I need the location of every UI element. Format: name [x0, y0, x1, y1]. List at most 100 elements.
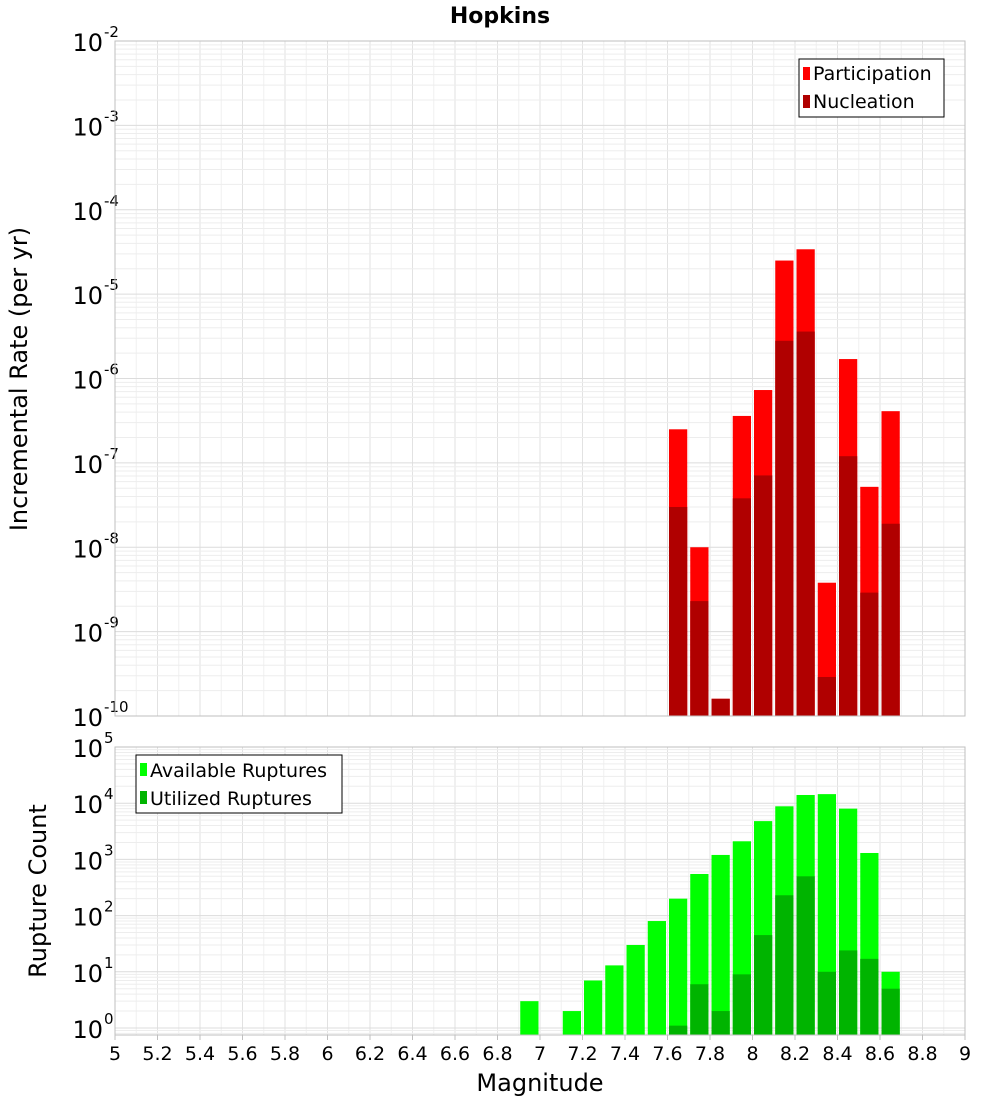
x-tick-label: 7.2	[567, 1043, 597, 1065]
available-legend-label: Available Ruptures	[150, 760, 327, 782]
y-tick-exponent: 5	[104, 729, 114, 747]
y-tick-exponent: -9	[104, 614, 119, 632]
utilized-ruptures-bar	[860, 958, 879, 1035]
x-tick-label: 5.6	[227, 1043, 257, 1065]
nucleation-bar	[732, 498, 751, 716]
y-tick-exponent: -2	[104, 23, 119, 41]
x-axis-label: Magnitude	[476, 1069, 603, 1097]
nucleation-bar	[690, 601, 709, 716]
utilized-ruptures-bar	[732, 974, 751, 1035]
nucleation-bar	[796, 331, 815, 716]
available-ruptures-bar	[520, 1001, 539, 1035]
y-tick-label: 10	[72, 620, 103, 648]
rate-panel: 10-210-310-410-510-610-710-810-910-10 Pa…	[5, 23, 966, 732]
x-tick-label: 8	[746, 1043, 758, 1065]
x-tick-label: 7.4	[610, 1043, 640, 1065]
utilized-legend-swatch	[140, 791, 147, 804]
count-legend-box	[135, 754, 343, 814]
x-tick-label: 9	[959, 1043, 971, 1065]
nucleation-bar	[754, 475, 773, 716]
available-ruptures-bar	[605, 965, 624, 1035]
rate-bars	[669, 249, 900, 716]
available-legend-swatch	[140, 763, 147, 776]
nucleation-bar	[817, 676, 836, 716]
y-tick-label: 10	[72, 704, 103, 732]
y-tick-label: 10	[72, 198, 103, 226]
y-tick-exponent: -10	[104, 698, 129, 716]
y-tick-label: 10	[72, 451, 103, 479]
y-tick-exponent: 1	[104, 954, 114, 972]
available-ruptures-bar	[584, 980, 603, 1035]
nucleation-bar	[669, 506, 688, 716]
rate-legend-box	[798, 58, 945, 118]
utilized-ruptures-bar	[817, 971, 836, 1035]
available-ruptures-bar	[647, 921, 666, 1035]
y-tick-exponent: -3	[104, 107, 119, 125]
x-tick-label: 5.4	[185, 1043, 215, 1065]
utilized-ruptures-bar	[711, 1011, 730, 1035]
nucleation-bar	[839, 456, 858, 716]
magnitude-x-ticks: 5 5.2 5.4 5.6 5.8 6 6.2 6.4 6.6 6.8 7 7.2 7.4 7.6 7.8 8…	[109, 1035, 971, 1065]
rate-plot-frame	[114, 40, 966, 717]
x-tick-label: 6.2	[355, 1043, 385, 1065]
x-tick-label: 6	[321, 1043, 333, 1065]
available-ruptures-bar	[626, 944, 645, 1035]
x-tick-label: 6.4	[397, 1043, 427, 1065]
nucleation-bar	[860, 592, 879, 716]
utilized-ruptures-bar	[796, 876, 815, 1035]
rate-grid	[114, 40, 966, 717]
x-tick-label: 6.6	[440, 1043, 470, 1065]
x-tick-label: 8.4	[822, 1043, 852, 1065]
count-legend: Available Ruptures Utilized Ruptures	[135, 754, 343, 814]
y-tick-exponent: -5	[104, 276, 119, 294]
y-tick-exponent: 0	[104, 1010, 114, 1028]
y-tick-label: 10	[72, 535, 103, 563]
y-tick-label: 10	[72, 735, 103, 763]
available-ruptures-bar	[669, 898, 688, 1035]
y-tick-label: 10	[72, 367, 103, 395]
x-tick-label: 7	[534, 1043, 546, 1065]
participation-legend-label: Participation	[813, 63, 932, 85]
y-tick-exponent: 2	[104, 898, 114, 916]
x-tick-label: 8.2	[780, 1043, 810, 1065]
y-tick-exponent: -6	[104, 361, 119, 379]
count-y-axis-label: Rupture Count	[24, 804, 52, 978]
y-tick-exponent: -7	[104, 445, 119, 463]
x-tick-label: 6.8	[482, 1043, 512, 1065]
y-tick-exponent: 4	[104, 785, 114, 803]
nucleation-bar	[711, 698, 730, 716]
utilized-ruptures-bar	[754, 935, 773, 1035]
y-tick-label: 10	[72, 29, 103, 57]
nucleation-legend-label: Nucleation	[813, 91, 915, 113]
y-tick-label: 10	[72, 113, 103, 141]
y-tick-label: 10	[72, 1016, 103, 1044]
y-tick-label: 10	[72, 282, 103, 310]
utilized-ruptures-bar	[839, 950, 858, 1035]
x-tick-label: 7.8	[695, 1043, 725, 1065]
x-tick-label: 7.6	[652, 1043, 682, 1065]
utilized-ruptures-bar	[669, 1025, 688, 1035]
y-tick-label: 10	[72, 791, 103, 819]
utilized-ruptures-bar	[775, 895, 794, 1035]
y-tick-exponent: -4	[104, 192, 119, 210]
x-tick-label: 5.2	[142, 1043, 172, 1065]
participation-legend-swatch	[803, 67, 810, 80]
y-tick-label: 10	[72, 847, 103, 875]
utilized-ruptures-bar	[690, 984, 709, 1035]
y-tick-exponent: 3	[104, 841, 114, 859]
y-tick-label: 10	[72, 960, 103, 988]
chart-title: Hopkins	[450, 4, 550, 29]
utilized-legend-label: Utilized Ruptures	[150, 788, 312, 810]
nucleation-legend-swatch	[803, 95, 810, 108]
rate-legend: Participation Nucleation	[798, 58, 945, 118]
available-ruptures-bar	[711, 854, 730, 1035]
utilized-ruptures-bar	[881, 988, 900, 1035]
count-bars	[520, 794, 900, 1035]
nucleation-bar	[775, 340, 794, 716]
y-tick-exponent: -8	[104, 529, 119, 547]
x-tick-label: 8.6	[865, 1043, 895, 1065]
rate-y-axis-label: Incremental Rate (per yr)	[5, 227, 33, 531]
